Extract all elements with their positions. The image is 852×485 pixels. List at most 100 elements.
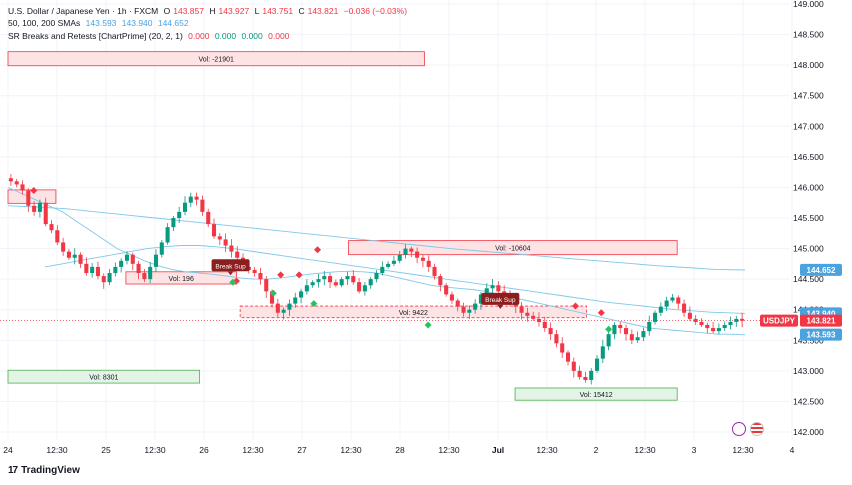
candle-body	[258, 273, 263, 280]
sr-value-3: 0.000	[241, 31, 263, 41]
candle-body	[461, 306, 466, 313]
candle-body	[548, 328, 553, 335]
tradingview-logo-icon: 17	[8, 465, 18, 476]
open-value: 143.857	[173, 6, 204, 16]
sr-zone	[7, 51, 425, 67]
low-label: L	[254, 6, 260, 16]
zone-volume-label: Vol: -10604	[495, 246, 531, 253]
break-markers	[30, 186, 613, 333]
candle-body	[722, 325, 727, 329]
candle-body	[641, 331, 646, 338]
candle-body	[316, 279, 321, 283]
x-tick-label: 28	[395, 445, 405, 455]
sma-line-200	[7, 205, 746, 271]
zone-volume-label: Vol: 196	[169, 276, 194, 283]
candle-body	[119, 260, 124, 267]
candle-body	[420, 257, 425, 261]
candle-body	[333, 282, 338, 286]
y-tick-label: 149.000	[793, 0, 824, 9]
symbol-legend[interactable]: U.S. Dollar / Japanese Yen · 1h · FXCM O…	[8, 6, 410, 17]
x-tick-label: 12:30	[536, 445, 558, 455]
signal-diamond	[424, 321, 432, 329]
y-tick-label: 143.000	[793, 366, 824, 376]
x-tick-label: 12:30	[144, 445, 166, 455]
y-axis[interactable]: 149.000 148.500 148.000 147.500 147.000 146.5…	[793, 0, 824, 437]
signal-diamond	[310, 300, 318, 308]
candle-body	[565, 352, 571, 362]
sr-zone	[514, 387, 678, 401]
zone-volume-label: Vol: 8301	[89, 375, 118, 382]
candle-body	[560, 343, 565, 353]
y-tick-label: 147.500	[793, 91, 824, 101]
candle-body	[357, 282, 362, 292]
candle-body	[664, 300, 669, 307]
us-flag-icon[interactable]	[750, 422, 764, 436]
candle-body	[310, 282, 315, 286]
candle-body	[455, 300, 460, 307]
candle-body	[426, 260, 431, 267]
y-tick-label: 142.500	[793, 396, 824, 406]
candle-body	[165, 227, 170, 243]
candle-body	[386, 263, 391, 267]
candle-body	[72, 254, 77, 258]
candle-body	[554, 334, 559, 344]
candle-body	[647, 321, 652, 332]
sr-label: SR Breaks and Retests [ChartPrime] (20, …	[8, 31, 183, 41]
y-tick-label: 146.000	[793, 182, 824, 192]
signal-diamond	[229, 278, 237, 286]
change-value: −0.036 (−0.03%)	[343, 6, 408, 16]
candle-body	[124, 254, 129, 261]
tradingview-brand[interactable]: 17 TradingView	[8, 465, 80, 476]
candle-body	[682, 303, 687, 313]
candle-body	[618, 325, 623, 329]
price-label-box	[800, 328, 842, 341]
break-sup-pointer	[227, 271, 234, 276]
candle-body	[159, 242, 164, 255]
sma-legend[interactable]: 50, 100, 200 SMAs 143.593 143.940 144.65…	[8, 18, 192, 29]
x-tick-label: 3	[692, 445, 697, 455]
candle-body	[728, 321, 733, 325]
candle-body	[130, 254, 135, 264]
price-label-text: 143.821	[807, 317, 836, 326]
candle-body	[188, 196, 193, 203]
candle-body	[432, 266, 437, 277]
candle-body	[670, 297, 675, 301]
candle-body	[502, 291, 507, 295]
candle-body	[473, 303, 478, 310]
candle-body	[734, 318, 739, 322]
candle-body	[612, 325, 617, 335]
candle-body	[84, 263, 89, 274]
open-label: O	[163, 6, 171, 16]
x-tick-label: 12:30	[732, 445, 754, 455]
brand-name: TradingView	[21, 465, 80, 476]
y-tick-label: 145.000	[793, 244, 824, 254]
candle-body	[43, 202, 48, 225]
break-sup-badge	[211, 259, 250, 272]
candle-body	[397, 254, 402, 261]
candle-body	[14, 181, 19, 185]
y-tick-label: 148.500	[793, 30, 824, 40]
x-tick-label: 24	[3, 445, 13, 455]
sr-legend[interactable]: SR Breaks and Retests [ChartPrime] (20, …	[8, 31, 292, 42]
candle-body	[624, 328, 629, 335]
candle-body	[90, 266, 95, 274]
x-axis[interactable]: 24 12:30 25 12:30 26 12:30 27 12:30 28 12:30 Jul 12…	[3, 445, 794, 455]
candle-body	[478, 294, 483, 304]
x-tick-label: 25	[101, 445, 111, 455]
candle-body	[380, 266, 385, 274]
x-tick-label: 12:30	[242, 445, 264, 455]
sr-value-2: 0.000	[214, 31, 237, 41]
sma-value-100: 143.940	[121, 18, 153, 28]
lightning-icon[interactable]	[732, 422, 746, 436]
candle-body	[101, 276, 106, 283]
x-tick-label: 12:30	[634, 445, 656, 455]
price-label-box	[760, 314, 798, 327]
candle-body	[391, 260, 396, 264]
sma-value-200: 144.652	[157, 18, 189, 28]
y-tick-label: 144.500	[793, 274, 824, 284]
candle-body	[693, 318, 698, 322]
candle-body	[148, 266, 153, 280]
sr-zone	[348, 240, 678, 256]
candle-body	[705, 325, 710, 329]
